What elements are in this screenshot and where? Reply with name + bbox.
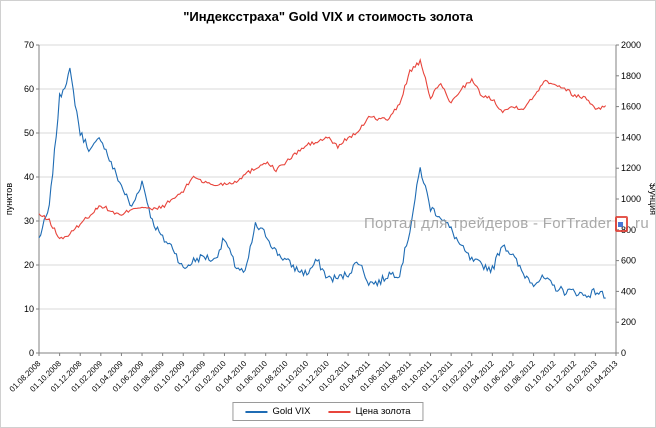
svg-text:800: 800 — [621, 225, 636, 235]
legend: Gold VIX Цена золота — [232, 402, 424, 421]
svg-text:20: 20 — [24, 260, 34, 270]
svg-text:пунктов: пунктов — [4, 183, 14, 215]
svg-text:$/унция: $/унция — [648, 183, 656, 215]
svg-text:0: 0 — [621, 348, 626, 358]
legend-item-gold-price: Цена золота — [328, 406, 411, 417]
svg-text:1000: 1000 — [621, 194, 641, 204]
svg-text:70: 70 — [24, 40, 34, 50]
svg-text:1200: 1200 — [621, 163, 641, 173]
legend-label-vix: Gold VIX — [272, 406, 311, 417]
legend-label-gold: Цена золота — [355, 406, 411, 417]
svg-text:200: 200 — [621, 317, 636, 327]
svg-text:40: 40 — [24, 172, 34, 182]
svg-text:1400: 1400 — [621, 132, 641, 142]
svg-text:600: 600 — [621, 256, 636, 266]
legend-line-swatch-gold — [328, 410, 351, 413]
svg-text:400: 400 — [621, 286, 636, 296]
watermark: Портал для трейдеров - ForTrader .ru — [364, 215, 649, 232]
watermark-text: Портал для трейдеров - ForTrader — [363, 215, 612, 232]
watermark-suffix: .ru — [630, 215, 649, 232]
svg-text:2000: 2000 — [621, 40, 641, 50]
legend-item-gold-vix: Gold VIX — [245, 406, 310, 417]
fortrader-logo-icon — [614, 215, 628, 232]
legend-line-swatch-vix — [245, 410, 268, 413]
chart-title: "Индексстраха" Gold VIX и стоимость золо… — [183, 9, 473, 24]
svg-text:0: 0 — [29, 348, 34, 358]
svg-text:30: 30 — [24, 216, 34, 226]
svg-text:1800: 1800 — [621, 71, 641, 81]
svg-text:60: 60 — [24, 84, 34, 94]
svg-text:1600: 1600 — [621, 102, 641, 112]
svg-text:50: 50 — [24, 128, 34, 138]
svg-text:10: 10 — [24, 304, 34, 314]
